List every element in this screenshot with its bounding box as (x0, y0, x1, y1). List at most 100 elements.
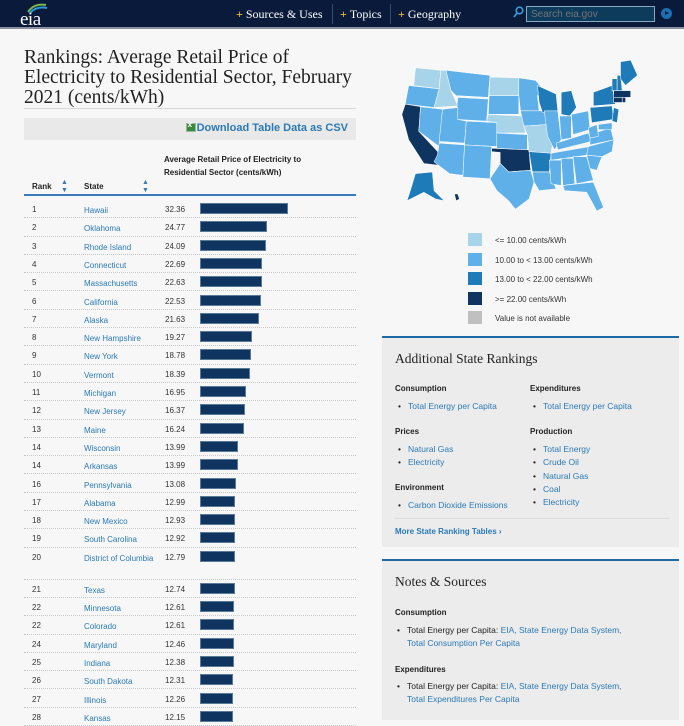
download-csv-link[interactable]: Download Table Data as CSV (185, 120, 348, 134)
state-louisiana[interactable] (532, 171, 557, 191)
value-cell: 12.31 (165, 676, 186, 686)
state-arkansas[interactable] (528, 151, 552, 173)
state-link[interactable]: New York (84, 352, 118, 362)
title-divider (24, 108, 356, 109)
value-cell: 12.38 (165, 657, 186, 667)
state-hawaii[interactable] (454, 193, 460, 202)
state-link[interactable]: Massachusetts (84, 279, 138, 289)
state-link[interactable]: Oklahoma (84, 224, 121, 234)
note-label: Total Energy per Capita: (407, 681, 499, 691)
state-link[interactable]: Hawaii (84, 206, 109, 215)
state-link[interactable]: District of Columbia (84, 553, 154, 563)
nav-geography[interactable]: + Geography (398, 7, 461, 22)
search-input[interactable] (526, 6, 655, 22)
state-link[interactable]: Indiana (84, 658, 111, 668)
ranking-link[interactable]: Total Energy per Capita (533, 401, 632, 411)
value-cell: 12.15 (165, 712, 186, 722)
header-divider (24, 194, 356, 196)
state-kansas[interactable] (496, 132, 528, 151)
state-montana[interactable] (445, 69, 491, 98)
state-link[interactable]: Wisconsin (84, 443, 121, 453)
rank-cell: 7 (32, 314, 37, 324)
state-rhode-island[interactable] (621, 97, 626, 103)
state-link[interactable]: Alabama (84, 498, 116, 508)
state-texas[interactable] (489, 163, 535, 210)
state-column-header[interactable]: State (84, 182, 104, 191)
rank-column-header[interactable]: Rank (32, 182, 52, 191)
sort-state-icon[interactable]: ▲ ▼ (142, 179, 149, 194)
state-new-york[interactable] (593, 85, 616, 107)
state-link[interactable]: South Dakota (84, 677, 133, 687)
state-link[interactable]: Pennsylvania (84, 480, 132, 490)
state-link[interactable]: Rhode Island (84, 242, 132, 252)
more-state-rankings-link[interactable]: More State Ranking Tables › (395, 527, 502, 536)
state-link[interactable]: Colorado (84, 622, 117, 632)
nav-sources-uses[interactable]: + Sources & Uses (236, 7, 323, 22)
state-link[interactable]: Kansas (84, 713, 111, 723)
state-iowa[interactable] (520, 110, 548, 127)
table-row: 24 Maryland 12.46 (24, 635, 356, 653)
state-mississippi[interactable] (549, 159, 562, 186)
state-wisconsin[interactable] (537, 85, 559, 113)
state-south-dakota[interactable] (488, 95, 520, 115)
sed-link[interactable]: EIA, State Energy Data System, (500, 681, 622, 691)
state-link[interactable]: Maine (84, 425, 106, 435)
state-link[interactable]: Alaska (84, 315, 109, 325)
state-arizona[interactable] (433, 142, 465, 176)
state-link[interactable]: New Hampshire (84, 334, 141, 344)
state-indiana[interactable] (559, 115, 572, 141)
state-minnesota[interactable] (518, 77, 543, 112)
state-alaska[interactable] (406, 171, 446, 202)
value-bar (200, 349, 252, 361)
sort-rank-icon[interactable]: ▲ ▼ (61, 179, 68, 194)
state-link[interactable]: Maryland (84, 640, 117, 650)
rank-cell: 22 (32, 603, 41, 612)
state-link[interactable]: Minnesota (84, 604, 121, 613)
search-submit-button[interactable] (661, 8, 672, 19)
state-new-mexico[interactable] (462, 144, 492, 179)
state-link[interactable]: South Carolina (84, 535, 137, 545)
ranking-link[interactable]: Electricity (398, 457, 444, 467)
state-washington[interactable] (413, 67, 442, 90)
state-link[interactable]: Texas (84, 585, 105, 595)
ranking-link[interactable]: Carbon Dioxide Emissions (398, 500, 508, 510)
state-colorado[interactable] (464, 120, 499, 147)
state-alabama[interactable] (560, 158, 576, 186)
ranking-link[interactable]: Electricity (533, 497, 579, 507)
state-west-virginia[interactable] (588, 124, 599, 139)
state-virginia[interactable] (589, 127, 615, 146)
state-new-jersey[interactable] (611, 107, 620, 124)
nav-topics[interactable]: + Topics (340, 7, 382, 22)
ranking-link[interactable]: Total Energy per Capita (398, 401, 497, 411)
state-connecticut[interactable] (613, 97, 623, 103)
state-link[interactable]: Illinois (84, 695, 107, 705)
state-link[interactable]: Connecticut (84, 260, 127, 270)
ranking-link[interactable]: Natural Gas (398, 444, 453, 454)
total-consumption-link[interactable]: Total Consumption Per Capita (407, 638, 520, 648)
state-florida[interactable] (562, 181, 604, 212)
state-michigan[interactable] (560, 90, 577, 117)
ranking-link[interactable]: Crude Oil (533, 457, 579, 467)
eia-logo[interactable]: eia (20, 3, 50, 30)
state-massachusetts[interactable] (613, 90, 631, 98)
state-north-dakota[interactable] (488, 76, 520, 96)
state-link[interactable]: New Mexico (84, 517, 128, 527)
state-link[interactable]: Michigan (84, 389, 117, 398)
state-georgia[interactable] (572, 156, 594, 185)
state-oregon[interactable] (404, 85, 440, 108)
state-link[interactable]: Arkansas (84, 462, 118, 472)
state-wyoming[interactable] (455, 97, 489, 122)
ranking-link[interactable]: Coal (533, 484, 561, 494)
state-link[interactable]: Vermont (84, 370, 114, 380)
state-link[interactable]: California (84, 297, 118, 307)
sed-link[interactable]: EIA, State Energy Data System, (500, 625, 622, 635)
state-ohio[interactable] (571, 110, 591, 135)
ranking-link[interactable]: Total Energy (533, 444, 590, 454)
state-maryland[interactable] (598, 122, 613, 130)
state-pennsylvania[interactable] (589, 105, 615, 124)
state-maine[interactable] (620, 59, 638, 86)
state-link[interactable]: New Jersey (84, 407, 126, 417)
total-expenditures-link[interactable]: Total Expenditures Per Capita (407, 694, 520, 704)
ranking-link[interactable]: Natural Gas (533, 471, 588, 481)
state-vermont[interactable] (611, 78, 618, 91)
